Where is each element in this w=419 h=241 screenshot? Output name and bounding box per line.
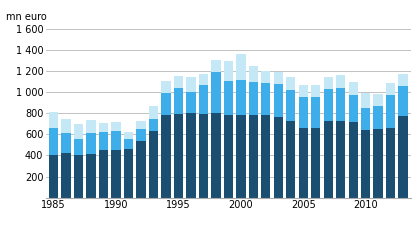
- Bar: [149, 131, 158, 198]
- Bar: [299, 85, 308, 97]
- Bar: [361, 108, 370, 130]
- Bar: [49, 155, 58, 198]
- Bar: [336, 75, 345, 88]
- Bar: [299, 128, 308, 198]
- Bar: [211, 113, 220, 198]
- Bar: [199, 74, 208, 85]
- Bar: [99, 150, 108, 198]
- Bar: [49, 127, 58, 155]
- Bar: [349, 122, 358, 198]
- Bar: [111, 150, 121, 198]
- Bar: [323, 121, 333, 198]
- Bar: [248, 115, 258, 198]
- Bar: [136, 141, 146, 198]
- Bar: [86, 120, 96, 133]
- Bar: [86, 154, 96, 198]
- Bar: [211, 72, 220, 113]
- Bar: [236, 80, 246, 115]
- Bar: [149, 119, 158, 131]
- Bar: [111, 131, 121, 150]
- Bar: [386, 83, 396, 95]
- Bar: [236, 115, 246, 198]
- Bar: [286, 121, 295, 198]
- Bar: [186, 113, 196, 198]
- Bar: [74, 139, 83, 155]
- Bar: [311, 128, 321, 198]
- Bar: [86, 133, 96, 154]
- Bar: [61, 153, 71, 198]
- Bar: [299, 97, 308, 128]
- Bar: [311, 85, 321, 97]
- Bar: [398, 116, 408, 198]
- Bar: [349, 82, 358, 95]
- Bar: [373, 107, 383, 129]
- Bar: [174, 114, 183, 198]
- Bar: [373, 129, 383, 198]
- Bar: [248, 66, 258, 82]
- Bar: [336, 121, 345, 198]
- Bar: [261, 115, 271, 198]
- Bar: [361, 93, 370, 108]
- Bar: [224, 81, 233, 115]
- Bar: [186, 92, 196, 113]
- Bar: [373, 94, 383, 107]
- Bar: [349, 95, 358, 122]
- Text: mn euro: mn euro: [6, 12, 47, 22]
- Bar: [274, 84, 283, 118]
- Bar: [386, 128, 396, 198]
- Bar: [323, 89, 333, 121]
- Bar: [99, 123, 108, 132]
- Bar: [274, 118, 283, 198]
- Bar: [236, 54, 246, 80]
- Bar: [311, 97, 321, 128]
- Bar: [199, 114, 208, 198]
- Bar: [336, 88, 345, 121]
- Bar: [274, 72, 283, 84]
- Bar: [124, 139, 133, 149]
- Bar: [248, 82, 258, 115]
- Bar: [286, 90, 295, 121]
- Bar: [124, 132, 133, 139]
- Bar: [398, 86, 408, 116]
- Bar: [161, 115, 171, 198]
- Bar: [386, 95, 396, 128]
- Bar: [161, 80, 171, 93]
- Bar: [136, 121, 146, 129]
- Bar: [286, 77, 295, 90]
- Bar: [199, 85, 208, 114]
- Bar: [224, 115, 233, 198]
- Bar: [99, 132, 108, 150]
- Bar: [124, 149, 133, 198]
- Bar: [261, 71, 271, 83]
- Bar: [111, 122, 121, 131]
- Bar: [149, 106, 158, 119]
- Bar: [74, 124, 83, 139]
- Bar: [136, 129, 146, 141]
- Bar: [74, 155, 83, 198]
- Bar: [61, 133, 71, 153]
- Bar: [361, 130, 370, 198]
- Bar: [398, 74, 408, 86]
- Bar: [186, 77, 196, 92]
- Bar: [49, 112, 58, 127]
- Bar: [161, 93, 171, 115]
- Bar: [211, 60, 220, 72]
- Bar: [323, 77, 333, 89]
- Bar: [261, 83, 271, 115]
- Bar: [61, 119, 71, 133]
- Bar: [174, 76, 183, 88]
- Bar: [224, 61, 233, 81]
- Bar: [174, 88, 183, 114]
